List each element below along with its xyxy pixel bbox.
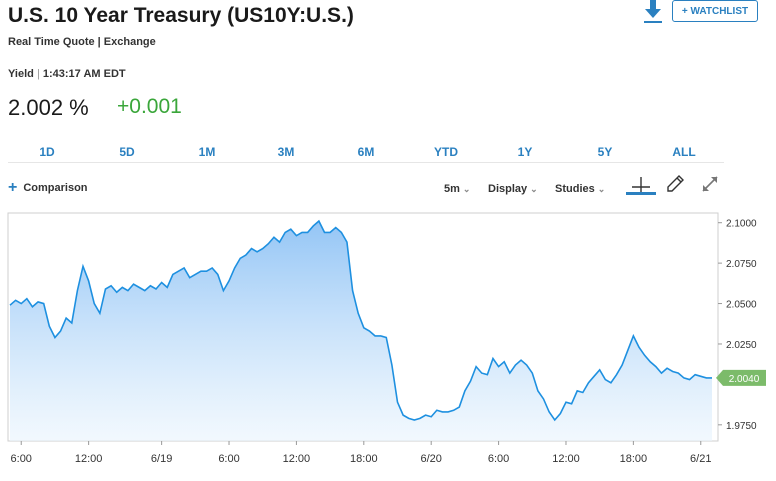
range-tab-3m[interactable]: 3M bbox=[277, 145, 295, 159]
chevron-down-icon: ⌄ bbox=[530, 184, 538, 194]
interval-dropdown[interactable]: 5m ⌄ bbox=[444, 183, 470, 195]
y-tick-label: 1.9750 bbox=[726, 421, 757, 432]
quote-time: 1:43:17 AM EDT bbox=[42, 68, 126, 80]
range-tab-all[interactable]: ALL bbox=[672, 145, 696, 159]
x-tick-label: 12:00 bbox=[75, 453, 103, 465]
pencil-icon[interactable] bbox=[665, 174, 685, 194]
range-tab-1d[interactable]: 1D bbox=[39, 145, 55, 159]
last-value-badge bbox=[716, 369, 766, 386]
y-tick-label: 2.0750 bbox=[726, 259, 757, 270]
display-dropdown[interactable]: Display ⌄ bbox=[488, 183, 538, 195]
yield-label: Yield bbox=[8, 68, 34, 80]
expand-icon[interactable] bbox=[700, 174, 720, 194]
range-tab-5y[interactable]: 5Y bbox=[597, 145, 613, 159]
series-line bbox=[9, 219, 712, 422]
last-value-label: 2.0040 bbox=[729, 374, 760, 385]
price-change: +0.001 bbox=[117, 95, 182, 118]
comparison-label: Comparison bbox=[23, 182, 88, 194]
page-title: U.S. 10 Year Treasury (US10Y:U.S.) bbox=[8, 4, 354, 27]
range-tabs: 1D 5D 1M 3M 6M YTD 1Y 5Y ALL bbox=[0, 145, 726, 161]
chevron-down-icon: ⌄ bbox=[462, 184, 471, 194]
range-tab-ytd[interactable]: YTD bbox=[434, 145, 458, 159]
x-tick-label: 6:00 bbox=[488, 453, 509, 465]
x-tick-label: 12:00 bbox=[283, 453, 311, 465]
comparison-button[interactable]: + Comparison bbox=[8, 179, 88, 196]
divider bbox=[8, 162, 724, 163]
y-tick-label: 2.0500 bbox=[726, 300, 757, 311]
area-fill bbox=[10, 221, 712, 441]
last-price: 2.002 % bbox=[8, 95, 89, 120]
y-tick-label: 2.0250 bbox=[726, 340, 757, 351]
range-tab-1y[interactable]: 1Y bbox=[517, 145, 533, 159]
active-tool-indicator bbox=[626, 192, 656, 195]
range-tab-6m[interactable]: 6M bbox=[357, 145, 375, 159]
yield-timestamp: Yield | 1:43:17 AM EDT bbox=[8, 68, 126, 80]
x-tick-label: 6:00 bbox=[11, 453, 32, 465]
add-to-watchlist-button[interactable]: + WATCHLIST bbox=[672, 0, 758, 22]
x-tick-label: 6:00 bbox=[218, 453, 239, 465]
plus-icon: + bbox=[8, 179, 18, 196]
range-tab-5d[interactable]: 5D bbox=[119, 145, 135, 159]
interval-label: 5m bbox=[444, 183, 460, 195]
quote-source: Real Time Quote | Exchange bbox=[8, 36, 156, 48]
x-tick-label: 18:00 bbox=[350, 453, 378, 465]
x-tick-label: 12:00 bbox=[552, 453, 580, 465]
y-tick-label: 2.1000 bbox=[726, 219, 757, 230]
x-tick-label: 6/20 bbox=[420, 453, 441, 465]
chevron-down-icon: ⌄ bbox=[597, 184, 606, 194]
studies-dropdown[interactable]: Studies ⌄ bbox=[555, 183, 605, 195]
price-chart[interactable]: 2.1000 2.0750 2.0500 2.0250 1.9750 6:00 12:00… bbox=[0, 204, 776, 476]
crosshair-icon[interactable] bbox=[626, 176, 656, 194]
download-icon[interactable] bbox=[641, 0, 665, 24]
x-tick-label: 6/19 bbox=[151, 453, 172, 465]
range-tab-1m[interactable]: 1M bbox=[198, 145, 216, 159]
display-label: Display bbox=[488, 183, 528, 195]
x-tick-label: 18:00 bbox=[620, 453, 648, 465]
studies-label: Studies bbox=[555, 183, 595, 195]
yield-separator: | bbox=[36, 68, 40, 80]
x-tick-label: 6/21 bbox=[690, 453, 711, 465]
